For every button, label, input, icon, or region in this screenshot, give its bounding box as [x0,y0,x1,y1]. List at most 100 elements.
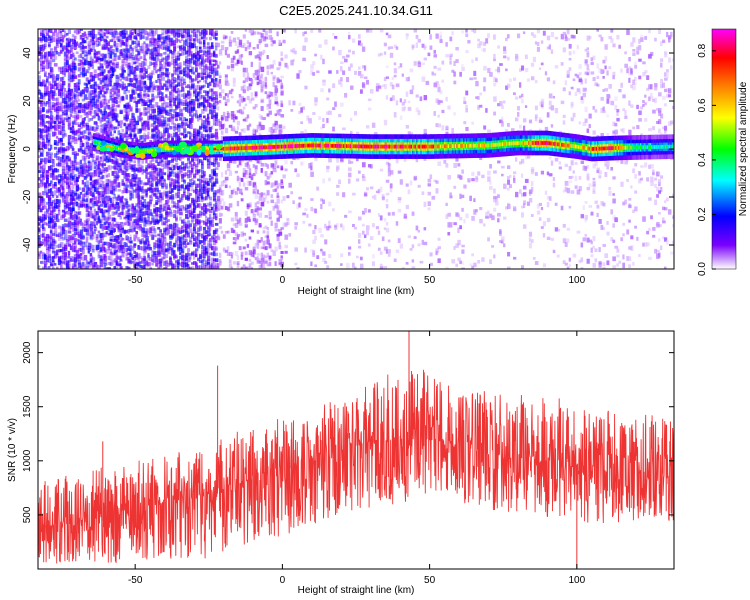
noise-cell [147,48,150,52]
noise-cell [129,133,133,138]
noise-cell [185,230,189,235]
noise-cell [71,68,76,73]
noise-cell [71,122,75,128]
noise-cell [93,200,97,205]
noise-cell [252,191,257,195]
noise-cell [129,225,134,230]
noise-cell [75,215,79,220]
noise-cell [272,205,275,211]
noise-cell [81,37,85,44]
noise-cell [143,199,147,204]
noise-cell [137,262,141,267]
noise-cell [39,107,44,113]
noise-cell [97,191,101,196]
noise-cell [109,95,113,101]
noise-cell [93,104,97,109]
noise-cell [248,77,253,82]
noise-cell [272,75,277,80]
noise-cell [123,29,127,33]
noise-cell [39,216,44,221]
noise-cell [77,198,81,201]
noise-cell [133,34,137,38]
noise-cell [105,195,108,201]
noise-cell [119,255,122,261]
noise-cell [210,111,214,115]
noise-cell [195,166,198,172]
noise-cell [159,119,163,125]
noise-cell [204,191,209,195]
noise-cell [59,255,64,260]
noise-cell [191,78,194,83]
noise-cell [67,93,72,99]
noise-cell [270,171,274,175]
noise-cell [195,205,198,209]
noise-cell [266,252,270,258]
noise-cell [274,227,277,232]
noise-cell [71,195,75,201]
noise-cell [103,99,107,105]
noise-cell [105,174,109,178]
noise-cell [232,188,236,194]
noise-cell [196,178,200,182]
noise-cell [147,216,150,222]
noise-cell [103,215,107,221]
noise-cell [121,128,125,133]
noise-cell [119,156,123,162]
noise-cell [115,92,119,97]
noise-cell [43,161,47,165]
noise-cell [151,225,155,231]
spectrogram-heatmap [38,29,674,269]
noise-cell [234,62,239,66]
noise-cell [41,107,45,112]
noise-cell [45,209,49,215]
noise-cell [161,123,165,127]
noise-cell [181,47,184,51]
noise-cell [67,259,71,264]
noise-cell [91,84,96,90]
noise-cell [220,205,224,210]
noise-cell [119,78,122,82]
noise-cell [89,185,93,190]
noise-cell [61,191,65,197]
noise-cell [214,112,219,117]
noise-cell [195,157,198,162]
noise-cell [185,85,188,89]
noise-cell [175,179,178,183]
noise-cell [135,78,139,83]
noise-cell [59,194,63,198]
noise-cell [137,194,140,200]
noise-cell [123,53,127,58]
noise-cell [101,128,106,134]
noise-cell [103,38,107,43]
noise-cell [71,256,75,261]
noise-cell [171,205,174,209]
noise-cell [57,209,61,216]
noise-cell [262,192,266,196]
noise-cell [177,199,181,203]
noise-cell [85,140,89,144]
noise-cell [181,193,185,198]
noise-cell [155,49,158,55]
noise-cell [206,90,210,94]
noise-cell [119,120,124,125]
noise-cell [171,182,175,187]
noise-cell [165,159,169,166]
noise-cell [129,182,133,187]
noise-cell [57,179,61,184]
noise-cell [63,205,67,210]
noise-cell [147,106,151,111]
noise-cell [109,50,113,56]
noise-cell [59,192,64,196]
noise-cell [89,228,93,232]
noise-cell [234,216,238,222]
noise-cell [38,164,42,170]
noise-cell [123,42,128,46]
noise-cell [151,183,154,187]
noise-cell [59,114,63,118]
noise-cell [151,188,154,193]
noise-cell [141,257,145,261]
noise-cell [83,60,87,66]
noise-cell [87,66,91,71]
noise-cell [196,130,201,135]
